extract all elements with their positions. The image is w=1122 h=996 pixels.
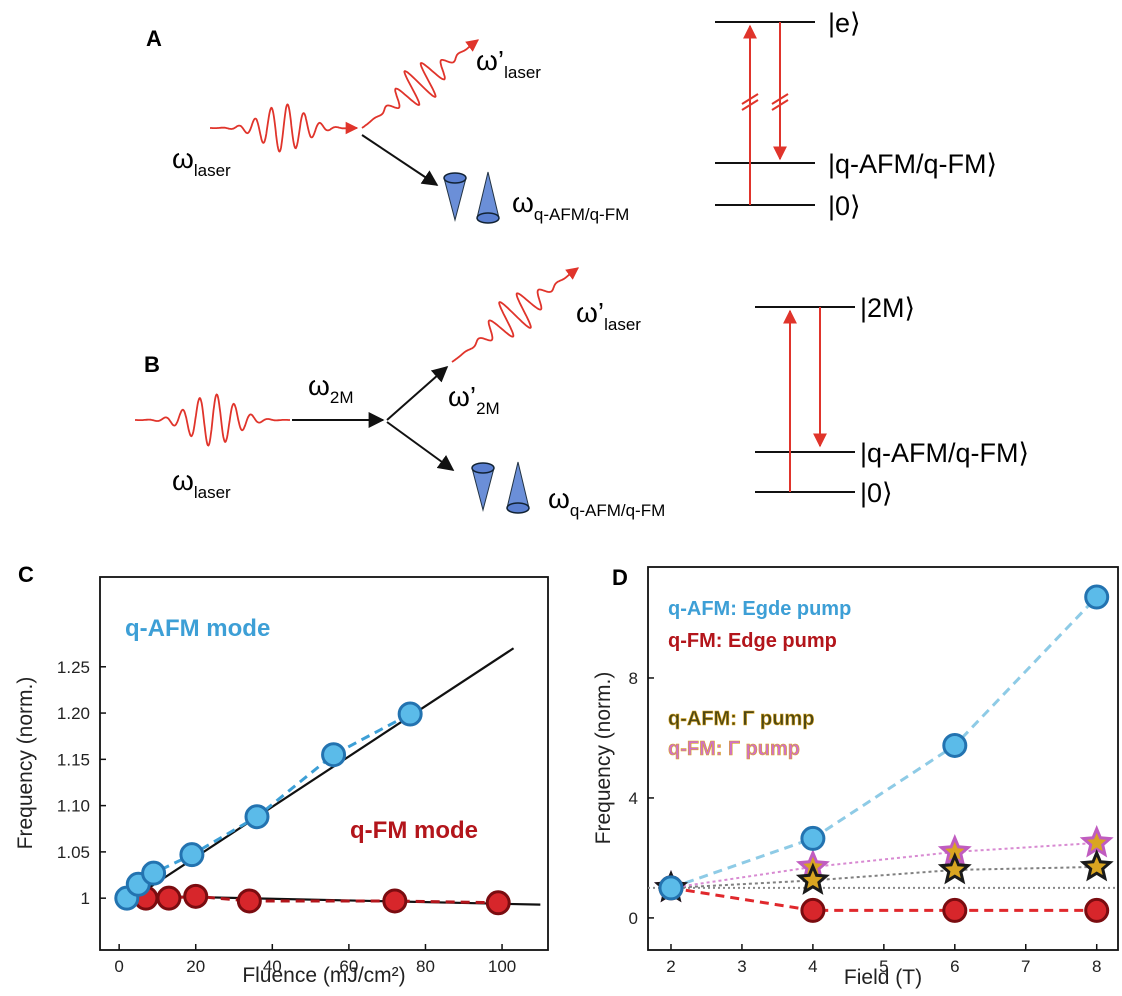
- panel-label: B: [144, 352, 160, 377]
- panel-label: A: [146, 26, 162, 51]
- x-tick-label: 6: [950, 957, 959, 976]
- cone-top: [443, 172, 467, 184]
- circle-marker: [942, 897, 968, 923]
- circle-marker: [658, 875, 684, 901]
- wave: [451, 267, 580, 363]
- plot-frame: [647, 566, 1119, 951]
- series-line: [670, 886, 1097, 912]
- symbol: ω’laser: [576, 297, 641, 334]
- wave: [135, 393, 290, 447]
- level-label: |0⟩: [828, 191, 861, 221]
- circle-marker: [1084, 897, 1110, 923]
- circle-marker: [382, 888, 408, 914]
- y-axis-label: Frequency (norm.): [592, 672, 615, 845]
- circle-marker: [236, 888, 262, 914]
- x-tick-label: 60: [339, 957, 358, 976]
- circle-marker: [1084, 584, 1110, 610]
- y-axis-label: Frequency (norm.): [14, 677, 37, 850]
- fit-line: [118, 647, 515, 909]
- star-marker: [937, 851, 972, 885]
- legend-label: q-AFM: Γ pump: [668, 708, 814, 730]
- y-tick-label: 1.05: [57, 843, 90, 862]
- x-tick-label: 20: [186, 957, 205, 976]
- levels: [715, 21, 815, 206]
- symbol: ωlaser: [172, 143, 231, 180]
- plot-frame: [99, 576, 549, 951]
- x-tick-label: 3: [737, 957, 746, 976]
- symbol: ωlaser: [172, 465, 231, 502]
- x-axis-label: Fluence (mJ/cm²): [242, 964, 405, 987]
- circle-marker: [244, 804, 270, 830]
- cone: [443, 177, 467, 222]
- panel-label: D: [612, 565, 628, 590]
- circle-marker: [397, 701, 423, 727]
- y-tick-label: 1: [81, 889, 90, 908]
- circle-marker: [141, 860, 167, 886]
- series-line: [670, 865, 1097, 889]
- cone: [506, 461, 530, 509]
- y-tick-label: 8: [629, 669, 638, 688]
- transition-arrows: [783, 307, 827, 492]
- x-tick-label: 80: [416, 957, 435, 976]
- x-tick-label: 5: [879, 957, 888, 976]
- star-marker: [1079, 848, 1114, 882]
- x-axis-label: Field (T): [844, 966, 922, 989]
- level-label: |e⟩: [828, 8, 861, 38]
- symbol: ωq-AFM/q-FM: [512, 187, 629, 224]
- circle-marker: [321, 742, 347, 768]
- circle-marker: [179, 842, 205, 868]
- circle-marker: [942, 732, 968, 758]
- level-label: |2M⟩: [860, 293, 915, 323]
- wave: [361, 39, 480, 129]
- level-label: |q-AFM/q-FM⟩: [860, 438, 1029, 468]
- y-tick-label: 1.10: [57, 797, 90, 816]
- legend-label: q-AFM mode: [125, 615, 270, 642]
- series-line: [670, 595, 1098, 890]
- star-marker: [795, 862, 830, 895]
- x-tick-label: 8: [1092, 957, 1101, 976]
- x-tick-label: 100: [488, 957, 516, 976]
- wave-packets: [135, 39, 580, 447]
- cone-top: [506, 502, 530, 514]
- legend-label: q-FM: Edge pump: [668, 630, 837, 652]
- x-tick-label: 2: [666, 957, 675, 976]
- y-tick-label: 1.15: [57, 750, 90, 769]
- y-tick-label: 0: [629, 909, 638, 928]
- y-tick-label: 1.20: [57, 704, 90, 723]
- x-tick-label: 7: [1021, 957, 1030, 976]
- symbol: ω’2M: [448, 381, 500, 418]
- cone: [476, 171, 500, 219]
- circle-marker: [485, 890, 511, 916]
- circle-marker: [800, 825, 826, 851]
- symbol: ω2M: [308, 370, 354, 407]
- legend-label: q-FM mode: [350, 817, 478, 844]
- panel-label: C: [18, 562, 34, 587]
- wave: [210, 103, 359, 153]
- circle-marker: [183, 883, 209, 909]
- cone-top: [471, 462, 495, 474]
- symbol: ωq-AFM/q-FM: [548, 483, 665, 520]
- legend-label: q-FM: Γ pump: [668, 738, 800, 760]
- x-tick-label: 4: [808, 957, 817, 976]
- arrows: [292, 365, 455, 471]
- legend-label: q-AFM: Egde pump: [668, 598, 851, 620]
- circle-marker: [800, 897, 826, 923]
- y-tick-label: 1.25: [57, 658, 90, 677]
- spin-cones: [443, 171, 530, 514]
- cone-top: [476, 212, 500, 224]
- level-label: |0⟩: [860, 478, 893, 508]
- symbol: ω’laser: [476, 45, 541, 82]
- arrow: [361, 134, 439, 186]
- circle-marker: [156, 885, 182, 911]
- transition-arrows: [741, 22, 789, 205]
- cone: [471, 467, 495, 512]
- y-tick-label: 4: [629, 789, 638, 808]
- levels: [755, 306, 855, 493]
- x-tick-label: 40: [263, 957, 282, 976]
- series-line: [125, 712, 411, 900]
- level-label: |q-AFM/q-FM⟩: [828, 149, 997, 179]
- x-tick-label: 0: [114, 957, 123, 976]
